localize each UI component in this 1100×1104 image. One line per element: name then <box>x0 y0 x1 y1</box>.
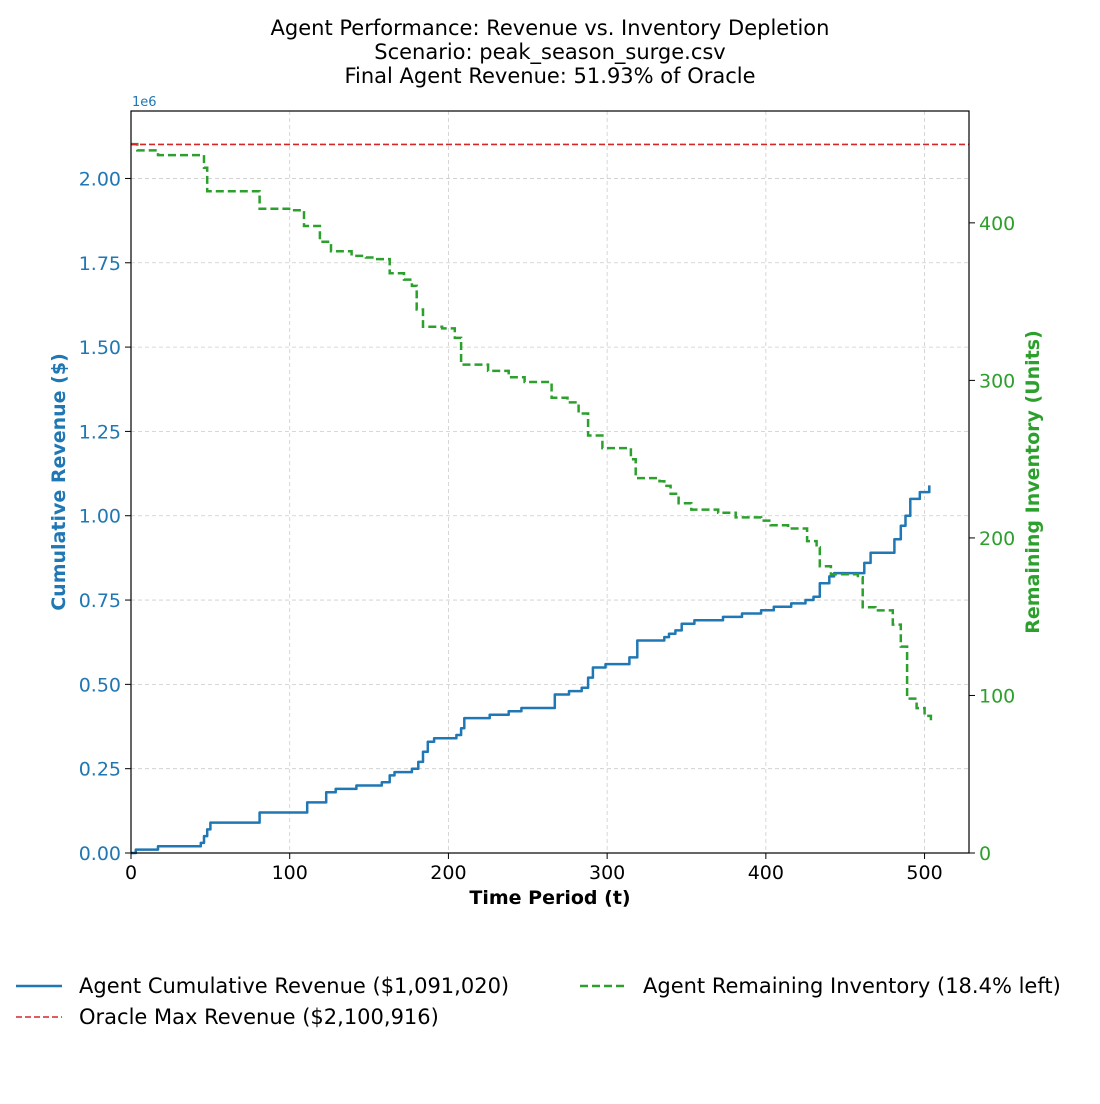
title-line-3: Final Agent Revenue: 51.93% of Oracle <box>344 64 755 88</box>
y-right-tick-label-0: 0 <box>979 843 991 865</box>
legend-item-1: Agent Remaining Inventory (18.4% left) <box>580 974 1061 998</box>
x-tick-label-5: 500 <box>906 862 942 884</box>
y-left-tick-label-5: 1.25 <box>79 421 121 443</box>
y-left-axis-label: Cumulative Revenue ($) <box>48 353 70 611</box>
y-left-tick-label-1: 0.25 <box>79 759 121 781</box>
chart-title: Agent Performance: Revenue vs. Inventory… <box>271 16 830 88</box>
y-right-tick-label-2: 200 <box>979 528 1015 550</box>
series-layer <box>131 142 969 855</box>
y-left-tick-label-2: 0.50 <box>79 674 121 696</box>
legend: Agent Cumulative Revenue ($1,091,020) Age… <box>16 974 1061 1029</box>
title-line-2: Scenario: peak_season_surge.csv <box>374 40 726 65</box>
plot-frame <box>130 110 970 854</box>
y-right-tick-label-4: 400 <box>979 213 1015 235</box>
y-left-tick-label-7: 1.75 <box>79 253 121 275</box>
x-tick-label-1: 100 <box>272 862 308 884</box>
title-line-1: Agent Performance: Revenue vs. Inventory… <box>271 16 830 40</box>
x-tick-label-3: 300 <box>589 862 625 884</box>
legend-label-2: Oracle Max Revenue ($2,100,916) <box>79 1005 439 1029</box>
y-right-axis-label: Remaining Inventory (Units) <box>1022 330 1044 634</box>
y-left-tick-label-8: 2.00 <box>79 168 121 190</box>
legend-item-2: Oracle Max Revenue ($2,100,916) <box>16 1005 439 1029</box>
axes-layer: 0 100 200 300 400 500 0.00 0.25 0.50 0.75 1.00 1.25… <box>79 168 1016 884</box>
grid-layer <box>130 111 969 854</box>
y-left-tick-label-4: 1.00 <box>79 506 121 528</box>
legend-label-1: Agent Remaining Inventory (18.4% left) <box>643 974 1061 998</box>
y-left-tick-label-6: 1.50 <box>79 337 121 359</box>
x-axis-label: Time Period (t) <box>469 887 630 909</box>
legend-label-0: Agent Cumulative Revenue ($1,091,020) <box>79 974 509 998</box>
series-agent-revenue-line <box>131 485 931 855</box>
legend-item-0: Agent Cumulative Revenue ($1,091,020) <box>16 974 509 998</box>
y-left-tick-label-0: 0.00 <box>79 843 121 865</box>
series-agent-inventory-line <box>131 142 933 721</box>
x-tick-label-4: 400 <box>748 862 784 884</box>
x-tick-label-2: 200 <box>430 862 466 884</box>
x-tick-label-0: 0 <box>125 862 137 884</box>
y-right-tick-label-3: 300 <box>979 370 1015 392</box>
y-left-tick-label-3: 0.75 <box>79 590 121 612</box>
y-left-offset-label: 1e6 <box>132 95 157 110</box>
y-right-tick-label-1: 100 <box>979 685 1015 707</box>
